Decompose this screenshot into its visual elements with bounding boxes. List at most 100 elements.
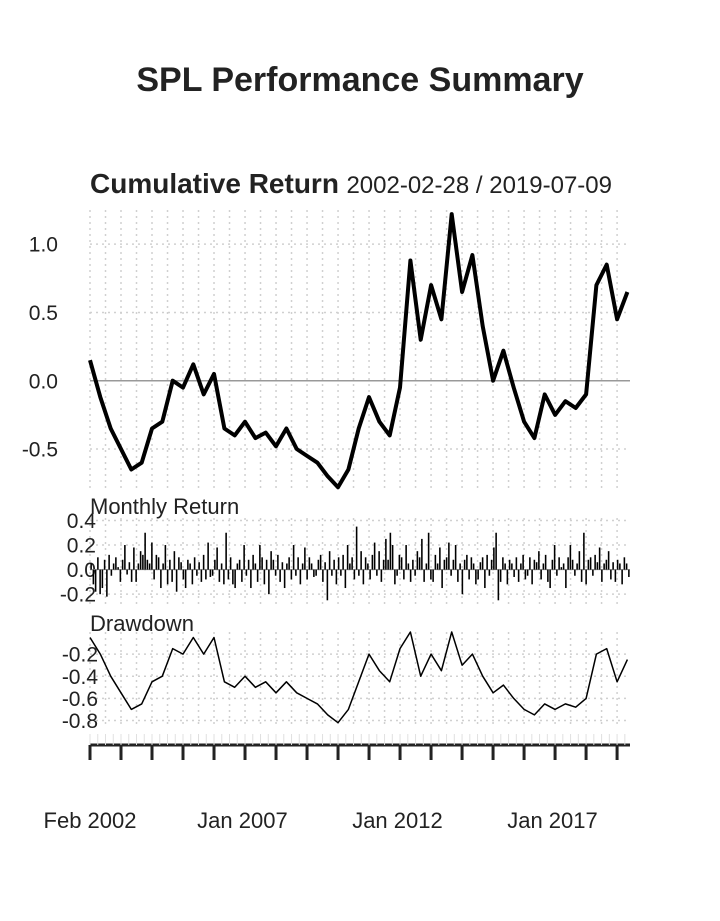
monthly-return-bar <box>414 569 416 576</box>
monthly-return-bar <box>214 559 216 570</box>
monthly-return-bar <box>589 557 592 570</box>
monthly-return-bar <box>385 538 387 570</box>
monthly-return-bar <box>612 562 614 570</box>
monthly-return-bar <box>342 554 344 570</box>
monthly-return-bar <box>137 563 140 570</box>
monthly-return-bar <box>562 563 565 570</box>
monthly-return-bar <box>121 559 124 570</box>
monthly-return-bar <box>346 545 349 570</box>
monthly-return-bar <box>558 557 560 570</box>
monthly-return-bar <box>301 563 304 570</box>
monthly-return-bar <box>157 557 160 570</box>
monthly-return-bar <box>535 562 538 570</box>
monthly-return-bar <box>166 569 169 585</box>
monthly-return-bar <box>587 559 590 570</box>
monthly-return-bar <box>270 551 272 570</box>
monthly-return-bar <box>205 569 207 580</box>
monthly-return-bar <box>452 559 455 570</box>
y-tick-label: -0.8 <box>62 710 98 733</box>
monthly-return-bar <box>441 569 443 589</box>
monthly-return-bar <box>436 563 439 570</box>
monthly-return-bar <box>340 569 342 576</box>
monthly-return-bar <box>295 569 297 576</box>
monthly-return-bar <box>380 569 383 582</box>
monthly-return-bar <box>540 569 542 580</box>
monthly-return-bar <box>306 569 308 580</box>
monthly-return-bar <box>310 563 313 570</box>
monthly-return-bar <box>207 542 209 570</box>
monthly-return-bar <box>495 532 497 570</box>
monthly-return-bar <box>99 569 101 595</box>
monthly-return-bar <box>520 563 522 570</box>
y-tick-label: 1.0 <box>29 234 58 257</box>
monthly-return-bar <box>560 567 563 570</box>
monthly-return-bar <box>351 557 353 570</box>
monthly-return-bar <box>135 569 137 582</box>
monthly-return-bar <box>387 559 389 570</box>
monthly-return-bar <box>286 563 288 570</box>
monthly-return-bar <box>227 569 230 580</box>
monthly-return-bar <box>578 551 581 570</box>
y-tick-label: -0.4 <box>62 666 99 689</box>
monthly-return-bar <box>371 554 374 570</box>
monthly-return-bar <box>434 554 437 570</box>
monthly-return-bar <box>403 569 405 580</box>
monthly-return-bar <box>416 551 419 570</box>
monthly-return-bar <box>317 559 320 570</box>
monthly-return-bar <box>250 569 252 589</box>
monthly-return-title: Monthly Return <box>90 494 239 519</box>
chart-title: SPL Performance Summary <box>136 61 583 99</box>
monthly-return-bar <box>533 559 536 570</box>
monthly-return-bar <box>526 569 529 576</box>
monthly-return-bar <box>508 559 511 570</box>
monthly-return-bar <box>524 569 527 580</box>
monthly-return-bar <box>619 563 621 570</box>
monthly-return-bar <box>596 562 599 570</box>
monthly-return-bar <box>187 559 189 570</box>
monthly-return-bar <box>218 569 221 582</box>
monthly-return-bar <box>265 559 268 570</box>
monthly-return-bar <box>472 563 475 570</box>
monthly-return-bar <box>439 547 441 570</box>
monthly-return-bar <box>198 562 200 570</box>
monthly-return-bar <box>133 547 135 570</box>
monthly-return-bar <box>603 563 605 570</box>
monthly-return-bar <box>101 569 104 589</box>
monthly-return-bar <box>272 559 275 570</box>
monthly-return-bar <box>130 569 133 582</box>
monthly-return-bar <box>454 545 457 570</box>
monthly-return-bar <box>425 563 428 570</box>
cumulative-return-series <box>88 212 630 490</box>
monthly-return-bar <box>621 569 623 585</box>
monthly-return-bar <box>470 557 473 570</box>
monthly-return-bar <box>502 557 504 570</box>
monthly-return-bar <box>247 559 250 570</box>
monthly-return-bar <box>499 569 502 582</box>
monthly-return-bar <box>153 569 155 580</box>
monthly-return-bar <box>112 563 115 570</box>
x-tick-label: Feb 2002 <box>44 808 137 833</box>
date-range-label: 2002-02-28 / 2019-07-09 <box>346 172 612 199</box>
monthly-gridlines <box>89 518 630 604</box>
monthly-return-bar <box>450 569 452 576</box>
monthly-return-bar <box>547 569 549 582</box>
monthly-return-bar <box>531 569 533 585</box>
monthly-return-bar <box>625 563 628 570</box>
monthly-return-bar <box>391 545 394 570</box>
monthly-return-bar <box>164 545 167 570</box>
monthly-return-bar <box>373 542 376 570</box>
monthly-return-bar <box>484 569 486 589</box>
monthly-return-bar <box>616 559 619 570</box>
monthly-return-bar <box>115 557 117 570</box>
monthly-return-bar <box>576 563 578 570</box>
monthly-return-bar <box>583 532 585 570</box>
monthly-return-bar <box>571 559 574 570</box>
monthly-return-bar <box>463 559 466 570</box>
monthly-return-bar <box>549 569 551 589</box>
monthly-return-bar <box>574 569 576 576</box>
monthly-return-bar <box>189 563 191 570</box>
monthly-return-bar <box>243 545 245 570</box>
monthly-return-bar <box>394 569 396 585</box>
x-tick-label: Jan 2012 <box>352 808 443 833</box>
